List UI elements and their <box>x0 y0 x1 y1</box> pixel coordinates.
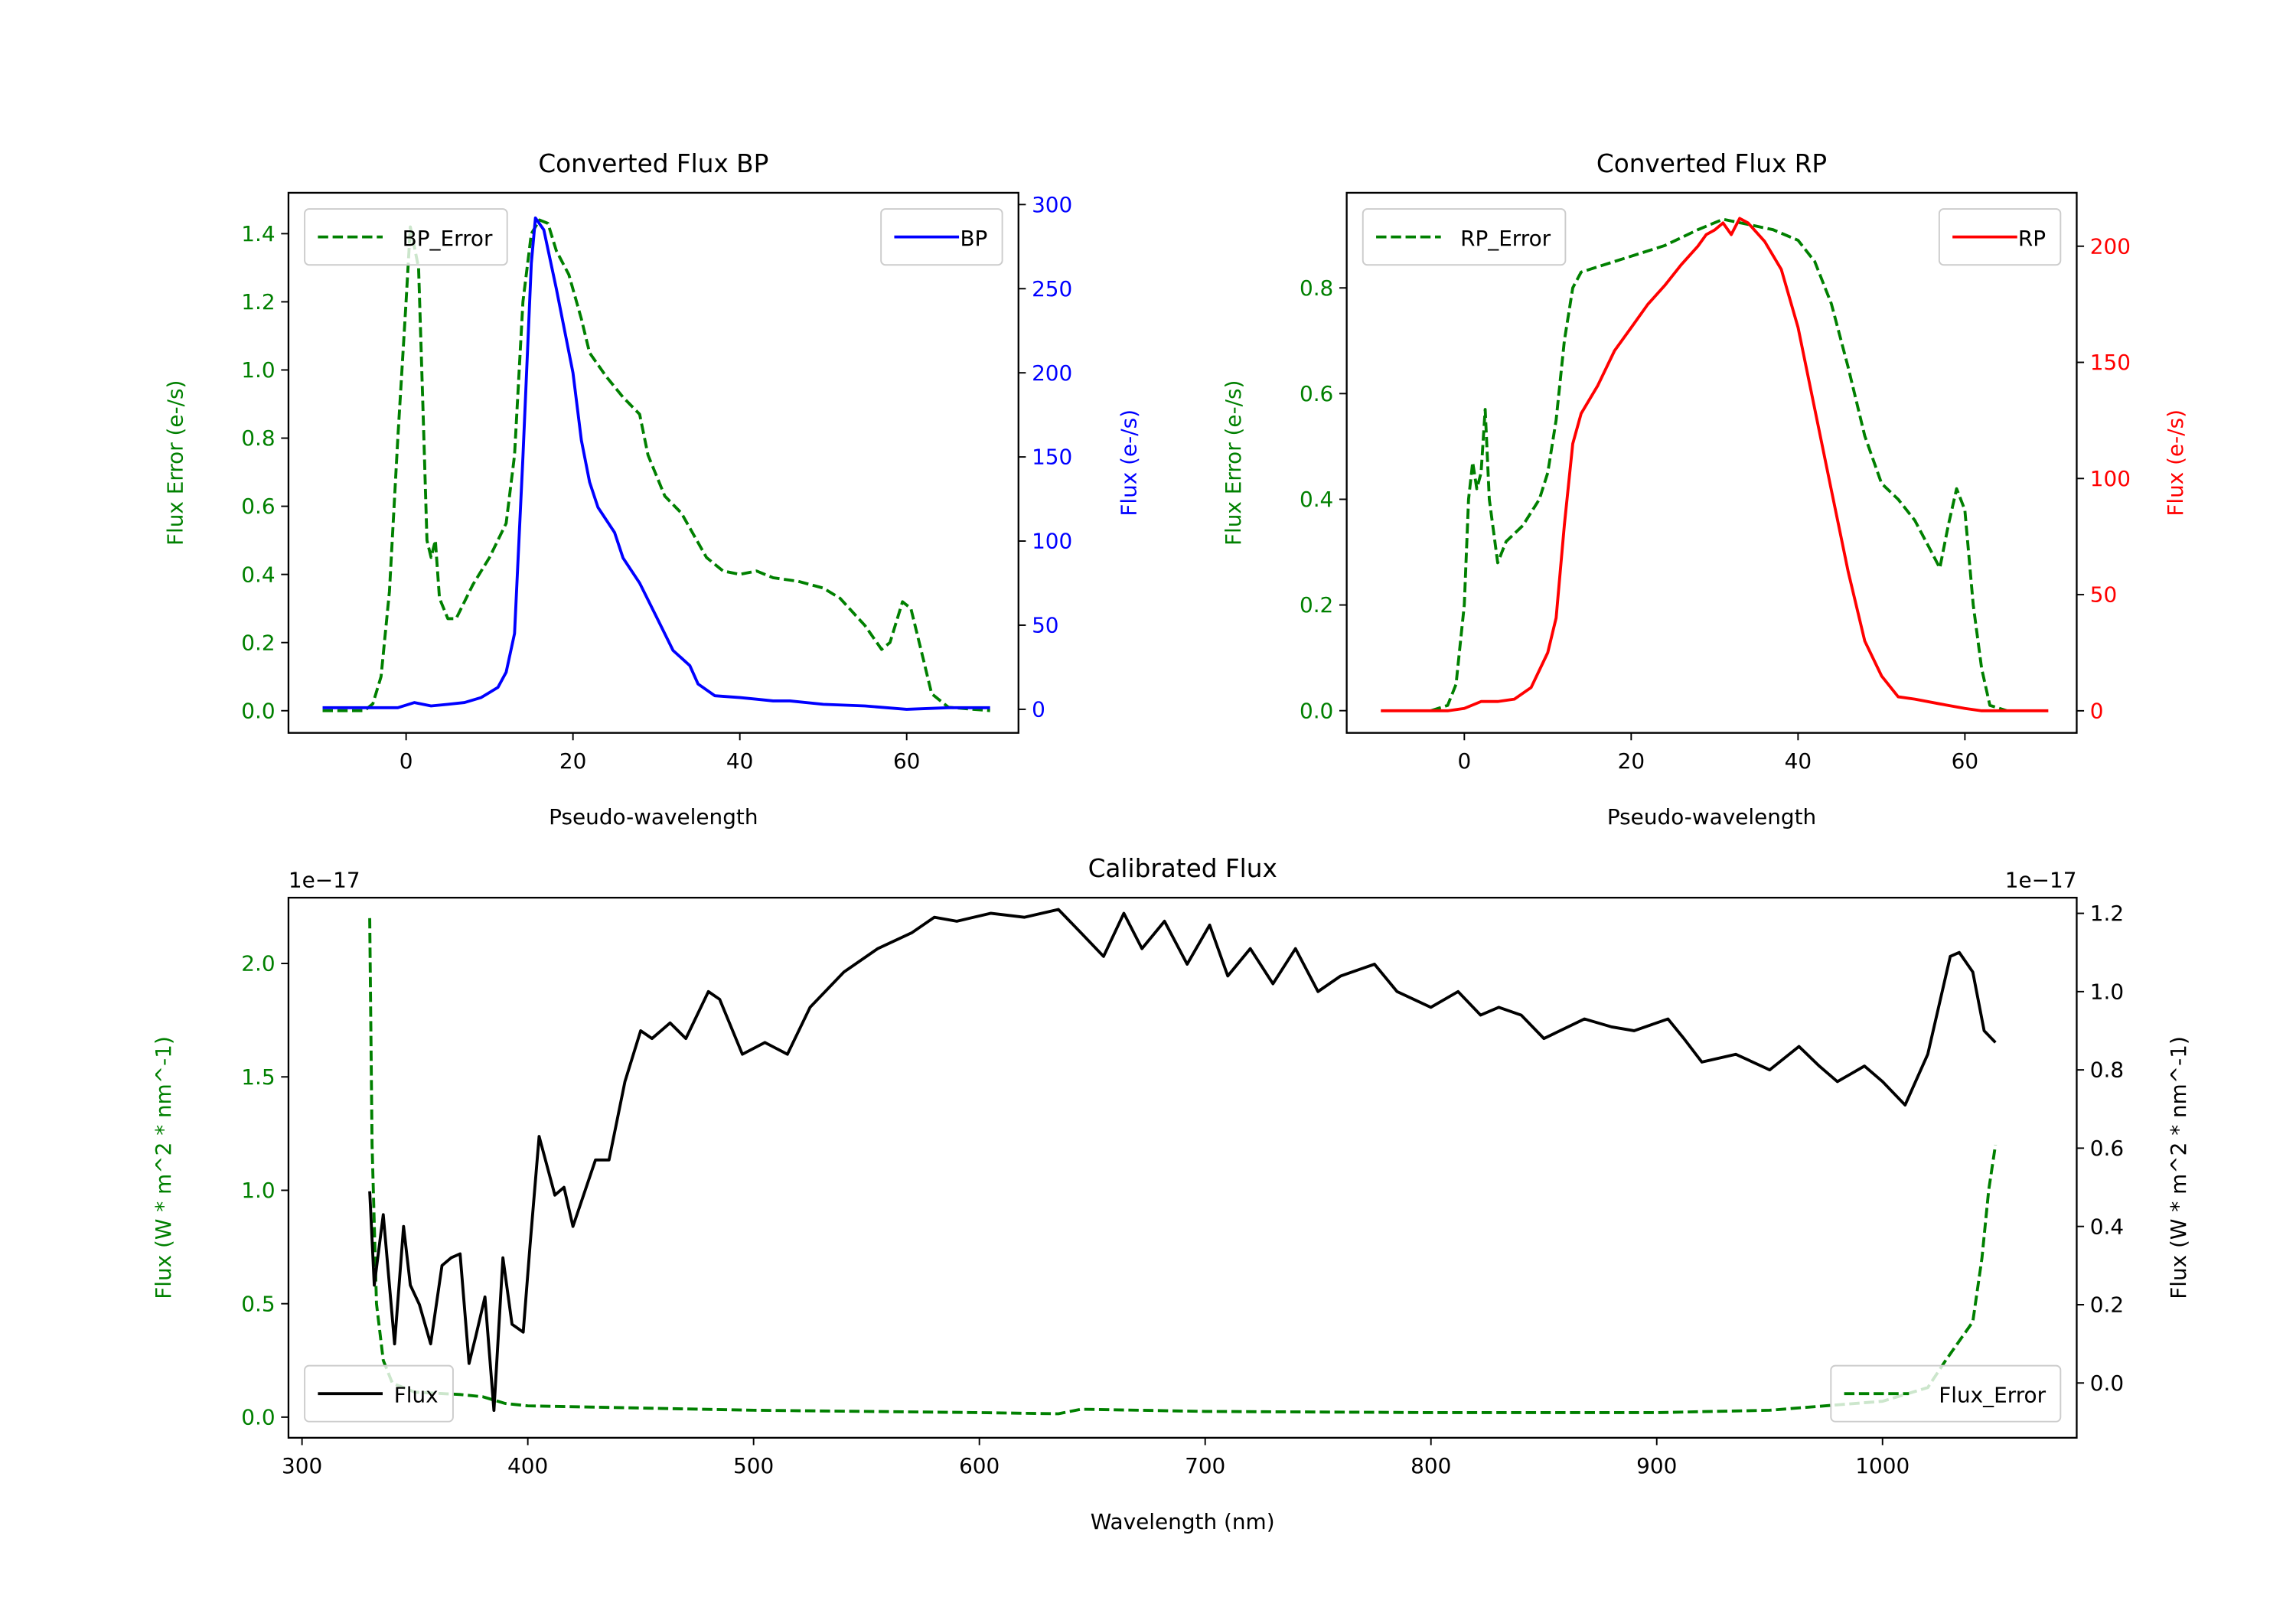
x-tick-label: 900 <box>1636 1453 1677 1478</box>
plot-frame <box>1345 191 2078 734</box>
right-y-tick-label: 0.4 <box>2090 1214 2124 1239</box>
chart-panel-0: Converted Flux BP Pseudo-wavelength 0 20 40 6… <box>162 149 1141 830</box>
x-tick-label: 20 <box>1618 748 1645 774</box>
plot-frame <box>287 191 1019 734</box>
left-y-tick-label: 0.4 <box>1300 487 1333 512</box>
x-tick-label: 0 <box>1457 748 1471 774</box>
left-y-tick-label: 0.6 <box>241 494 275 519</box>
right-y-tick-label: 50 <box>2090 582 2117 608</box>
legend-flux: Flux <box>304 1364 454 1423</box>
x-tick-label: 500 <box>733 1453 774 1478</box>
right-y-tick-label: 0 <box>2090 698 2104 723</box>
series-line-flux <box>368 908 1997 1413</box>
right-y-tick-label: 150 <box>1032 445 1072 470</box>
right-y-tick-label: 100 <box>1032 529 1072 554</box>
left-y-tick-label: 0.6 <box>1300 381 1333 406</box>
legend-flux-error: Flux_Error <box>1830 1364 2062 1423</box>
left-y-tick-label: 0.0 <box>241 698 275 723</box>
left-axis-offset-label: 1e−17 <box>289 868 360 893</box>
x-axis-label: Pseudo-wavelength <box>549 804 758 830</box>
left-y-axis-label: Flux Error (e-/s) <box>1221 380 1246 546</box>
left-y-tick-label: 0.8 <box>241 425 275 451</box>
legend-label: RP <box>2018 226 2046 251</box>
x-tick-label: 700 <box>1185 1453 1225 1478</box>
x-tick-label: 60 <box>1952 748 1978 774</box>
legend-bp: BP <box>880 208 1003 266</box>
plot-frame <box>287 896 2078 1439</box>
right-y-tick-label: 250 <box>1032 276 1072 302</box>
x-tick-label: 800 <box>1411 1453 1451 1478</box>
x-tick-label: 400 <box>507 1453 548 1478</box>
left-y-tick-label: 1.2 <box>241 289 275 315</box>
right-axis-offset-label: 1e−17 <box>2005 868 2077 893</box>
chart-title: Converted Flux BP <box>538 149 768 178</box>
left-y-tick-label: 0.8 <box>1300 275 1333 301</box>
x-tick-label: 0 <box>400 748 413 774</box>
left-y-tick-label: 0.5 <box>241 1291 275 1316</box>
legend-label: Flux_Error <box>1939 1383 2046 1408</box>
x-tick-label: 40 <box>726 748 753 774</box>
right-y-tick-label: 300 <box>1032 192 1072 217</box>
series-line-bp-error <box>322 218 990 712</box>
left-y-tick-label: 1.0 <box>241 1178 275 1203</box>
legend-label: RP_Error <box>1460 226 1551 251</box>
x-tick-label: 300 <box>282 1453 322 1478</box>
right-y-axis-label: Flux (e-/s) <box>2163 409 2188 517</box>
x-tick-label: 60 <box>893 748 920 774</box>
right-y-tick-label: 0.8 <box>2090 1058 2124 1083</box>
series-line-rp-error <box>1430 217 2007 712</box>
chart-title: Converted Flux RP <box>1596 149 1827 178</box>
legend-bp-error: BP_Error <box>304 208 508 266</box>
legend-rp-error: RP_Error <box>1362 208 1567 266</box>
legend-rp: RP <box>1938 208 2062 266</box>
legend-box <box>304 208 508 266</box>
left-y-tick-label: 0.2 <box>1300 592 1333 618</box>
chart-panel-2: Calibrated Flux Wavelength (nm) 300 400 500 6… <box>151 854 2191 1534</box>
left-y-tick-label: 0.0 <box>1300 698 1333 723</box>
right-y-tick-label: 0 <box>1032 697 1045 722</box>
left-y-axis-label: Flux Error (e-/s) <box>162 380 188 546</box>
legend-label: BP <box>960 226 987 251</box>
x-axis-label: Pseudo-wavelength <box>1607 804 1816 830</box>
chart-title: Calibrated Flux <box>1088 854 1277 883</box>
right-y-axis-label: Flux (W * m^2 * nm^-1) <box>2166 1036 2191 1299</box>
legend-box <box>1362 208 1567 266</box>
left-y-tick-label: 1.4 <box>241 221 275 246</box>
left-y-tick-label: 1.0 <box>241 357 275 383</box>
right-y-tick-label: 1.2 <box>2090 901 2124 926</box>
right-y-tick-label: 50 <box>1032 613 1058 638</box>
right-y-tick-label: 200 <box>2090 233 2131 259</box>
left-y-tick-label: 2.0 <box>241 951 275 976</box>
right-y-tick-label: 1.0 <box>2090 979 2124 1004</box>
series-line-flux-error <box>368 918 1998 1416</box>
x-tick-label: 20 <box>559 748 586 774</box>
left-y-tick-label: 0.4 <box>241 562 275 587</box>
right-y-tick-label: 100 <box>2090 466 2131 491</box>
right-y-tick-label: 0.0 <box>2090 1371 2124 1396</box>
right-y-tick-label: 0.2 <box>2090 1292 2124 1318</box>
series-line-rp <box>1381 217 2049 712</box>
x-axis-label: Wavelength (nm) <box>1091 1509 1275 1534</box>
x-tick-label: 600 <box>959 1453 1000 1478</box>
chart-panel-1: Converted Flux RP Pseudo-wavelength 0 20 40 6… <box>1221 149 2188 830</box>
x-tick-label: 1000 <box>1855 1453 1910 1478</box>
legend-label: Flux <box>394 1383 439 1408</box>
right-y-tick-label: 200 <box>1032 360 1072 386</box>
right-y-tick-label: 150 <box>2090 350 2131 375</box>
left-y-tick-label: 0.2 <box>241 630 275 655</box>
right-y-tick-label: 0.6 <box>2090 1136 2124 1161</box>
left-y-tick-label: 1.5 <box>241 1064 275 1090</box>
legend-label: BP_Error <box>403 226 493 251</box>
left-y-tick-label: 0.0 <box>241 1404 275 1429</box>
series-line-bp <box>322 216 990 711</box>
legend-box <box>1830 1364 2062 1423</box>
left-y-axis-label: Flux (W * m^2 * nm^-1) <box>151 1036 176 1299</box>
right-y-axis-label: Flux (e-/s) <box>1117 409 1142 517</box>
x-tick-label: 40 <box>1785 748 1812 774</box>
